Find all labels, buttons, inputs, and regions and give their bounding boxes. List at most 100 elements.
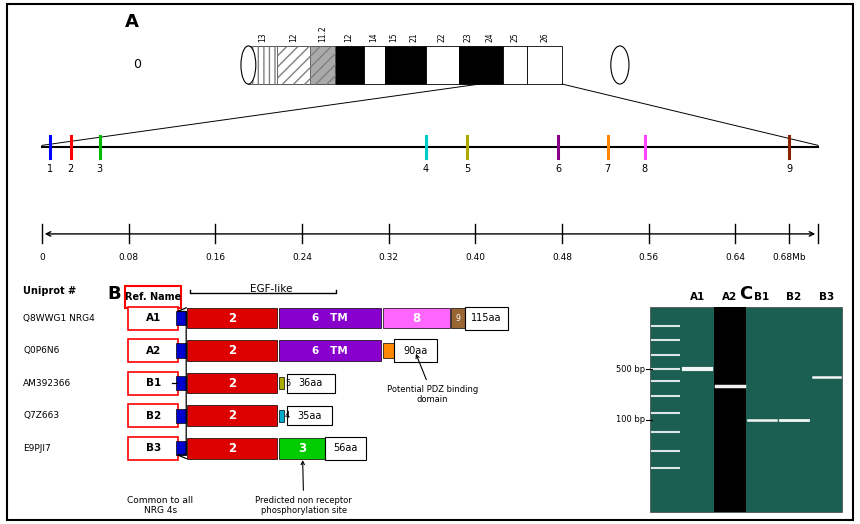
Text: 4: 4 — [285, 411, 291, 420]
Bar — [176, 311, 186, 325]
Text: 7: 7 — [605, 165, 611, 174]
Text: B1: B1 — [145, 378, 161, 388]
Text: 9: 9 — [786, 165, 792, 174]
Bar — [187, 406, 278, 426]
Text: 8: 8 — [412, 312, 421, 324]
Text: A: A — [125, 13, 138, 31]
Text: 2: 2 — [228, 442, 236, 455]
Text: 2: 2 — [228, 409, 236, 422]
Bar — [176, 409, 186, 423]
Text: 0.24: 0.24 — [292, 253, 312, 262]
Bar — [187, 373, 278, 394]
Bar — [279, 377, 285, 389]
Bar — [176, 376, 186, 390]
Bar — [249, 46, 277, 84]
Text: 22: 22 — [438, 32, 447, 42]
Bar — [383, 308, 450, 329]
Text: 500 bp: 500 bp — [616, 365, 645, 374]
FancyBboxPatch shape — [464, 307, 508, 330]
Text: Q8WWG1 NRG4: Q8WWG1 NRG4 — [23, 313, 95, 323]
Text: 21: 21 — [410, 32, 419, 42]
Text: B1: B1 — [754, 292, 770, 302]
Text: Common to all
NRG 4s: Common to all NRG 4s — [127, 496, 194, 515]
FancyBboxPatch shape — [128, 339, 178, 362]
Text: 3: 3 — [96, 165, 103, 174]
Text: 6   TM: 6 TM — [312, 346, 347, 356]
Bar — [403, 46, 426, 84]
FancyBboxPatch shape — [128, 372, 178, 395]
Bar — [335, 46, 364, 84]
FancyBboxPatch shape — [128, 307, 178, 330]
Text: 5: 5 — [285, 379, 291, 388]
Text: 0.32: 0.32 — [378, 253, 399, 262]
Text: 2: 2 — [68, 165, 74, 174]
Ellipse shape — [611, 46, 629, 84]
Bar — [310, 46, 335, 84]
Text: Q0P6N6: Q0P6N6 — [23, 346, 59, 355]
Text: 1: 1 — [47, 165, 53, 174]
Bar — [176, 441, 186, 455]
FancyBboxPatch shape — [395, 339, 437, 362]
Text: 56aa: 56aa — [334, 443, 358, 453]
Bar — [187, 438, 278, 458]
Text: B: B — [108, 285, 121, 303]
Text: AM392366: AM392366 — [23, 379, 71, 388]
Text: Q7Z663: Q7Z663 — [23, 411, 59, 420]
Bar — [364, 46, 384, 84]
FancyBboxPatch shape — [128, 405, 178, 427]
Text: 26: 26 — [540, 32, 550, 42]
Text: 3: 3 — [298, 442, 307, 455]
Bar — [279, 308, 381, 329]
Ellipse shape — [241, 46, 255, 84]
Bar — [187, 308, 278, 329]
Text: Potential PDZ binding
domain: Potential PDZ binding domain — [387, 355, 478, 405]
Text: 11.2: 11.2 — [318, 25, 327, 42]
Text: 8: 8 — [642, 165, 648, 174]
Text: 115aa: 115aa — [471, 313, 501, 323]
Text: 100 bp: 100 bp — [616, 416, 645, 424]
Bar — [279, 341, 381, 361]
Text: 0: 0 — [132, 59, 141, 71]
Text: 0.64: 0.64 — [726, 253, 746, 262]
FancyBboxPatch shape — [286, 406, 333, 425]
Text: 0.08: 0.08 — [119, 253, 138, 262]
Text: 24: 24 — [486, 32, 494, 42]
Bar — [277, 46, 310, 84]
Text: 9: 9 — [456, 313, 461, 323]
Text: 90aa: 90aa — [403, 346, 427, 356]
Bar — [426, 46, 459, 84]
FancyBboxPatch shape — [128, 437, 178, 460]
Text: 0.40: 0.40 — [465, 253, 485, 262]
Text: E9PJI7: E9PJI7 — [23, 444, 51, 453]
Text: B2: B2 — [145, 411, 161, 421]
Text: A2: A2 — [722, 292, 738, 302]
FancyBboxPatch shape — [126, 286, 181, 308]
FancyBboxPatch shape — [325, 437, 366, 460]
Text: 15: 15 — [390, 32, 398, 42]
Text: Ref. Name: Ref. Name — [125, 292, 181, 302]
Text: 23: 23 — [464, 32, 472, 42]
Text: 2: 2 — [228, 377, 236, 390]
Text: A1: A1 — [691, 292, 705, 302]
Bar — [478, 46, 502, 84]
Bar — [383, 343, 396, 358]
Text: 36aa: 36aa — [298, 378, 322, 388]
Text: B3: B3 — [819, 292, 834, 302]
Text: 5: 5 — [464, 165, 470, 174]
Text: 0.48: 0.48 — [552, 253, 572, 262]
Text: 4: 4 — [423, 165, 429, 174]
Text: 0: 0 — [39, 253, 45, 262]
Text: 25: 25 — [511, 32, 519, 42]
Text: A2: A2 — [145, 346, 161, 356]
Bar — [502, 46, 527, 84]
Text: 0.56: 0.56 — [639, 253, 659, 262]
Bar — [277, 46, 310, 84]
Text: 0.16: 0.16 — [206, 253, 225, 262]
Bar — [384, 46, 403, 84]
FancyBboxPatch shape — [286, 374, 335, 392]
Bar — [527, 46, 562, 84]
Text: B3: B3 — [145, 443, 161, 453]
Text: 6   TM: 6 TM — [312, 313, 347, 323]
Text: B2: B2 — [787, 292, 802, 302]
Text: C: C — [739, 285, 752, 303]
